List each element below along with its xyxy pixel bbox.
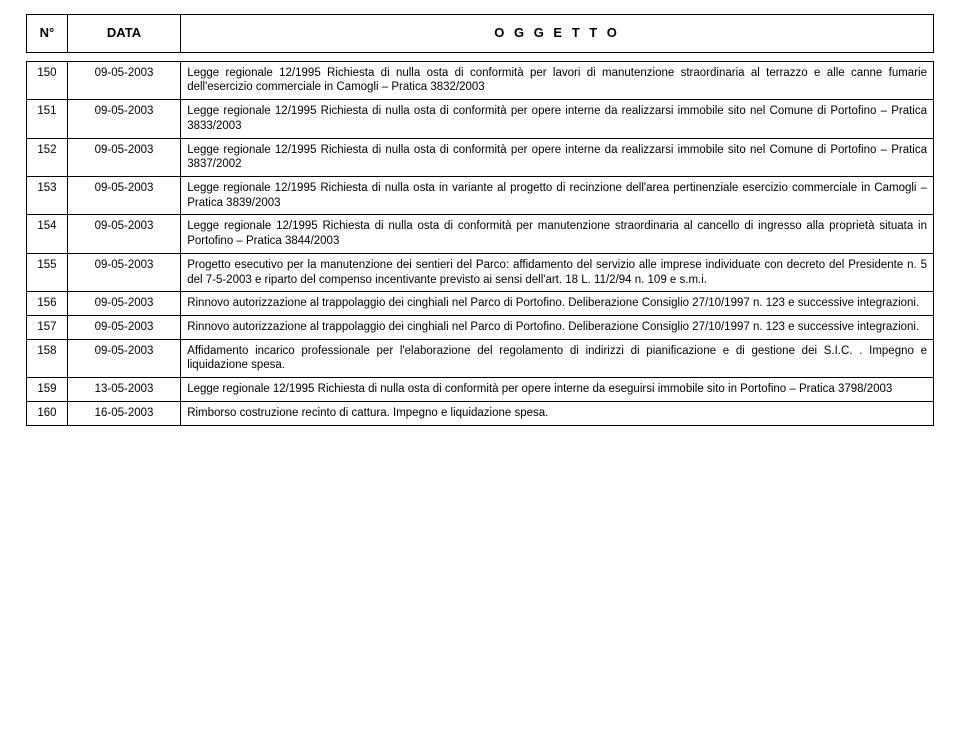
cell-date: 09-05-2003 <box>67 100 180 138</box>
cell-n: 156 <box>27 292 68 316</box>
table-row: 15109-05-2003Legge regionale 12/1995 Ric… <box>27 100 934 138</box>
cell-n: 151 <box>27 100 68 138</box>
cell-desc: Legge regionale 12/1995 Richiesta di nul… <box>181 100 934 138</box>
cell-date: 09-05-2003 <box>67 138 180 176</box>
table-row: 15309-05-2003Legge regionale 12/1995 Ric… <box>27 176 934 214</box>
col-header-oggetto: O G G E T T O <box>181 15 934 53</box>
cell-n: 150 <box>27 61 68 99</box>
cell-date: 09-05-2003 <box>67 292 180 316</box>
cell-desc: Affidamento incarico professionale per l… <box>181 339 934 377</box>
col-header-data: DATA <box>67 15 180 53</box>
cell-date: 09-05-2003 <box>67 176 180 214</box>
records-table: N° DATA O G G E T T O 15009-05-2003Legge… <box>26 14 934 426</box>
cell-n: 157 <box>27 315 68 339</box>
table-row: 15509-05-2003Progetto esecutivo per la m… <box>27 253 934 291</box>
cell-date: 09-05-2003 <box>67 253 180 291</box>
table-header-row: N° DATA O G G E T T O <box>27 15 934 53</box>
table-row: 15709-05-2003Rinnovo autorizzazione al t… <box>27 315 934 339</box>
cell-desc: Legge regionale 12/1995 Richiesta di nul… <box>181 176 934 214</box>
cell-desc: Rimborso costruzione recinto di cattura.… <box>181 401 934 425</box>
table-row: 15409-05-2003Legge regionale 12/1995 Ric… <box>27 215 934 253</box>
cell-desc: Rinnovo autorizzazione al trappolaggio d… <box>181 315 934 339</box>
spacer-row <box>27 52 934 61</box>
cell-n: 152 <box>27 138 68 176</box>
cell-desc: Legge regionale 12/1995 Richiesta di nul… <box>181 138 934 176</box>
cell-date: 09-05-2003 <box>67 61 180 99</box>
cell-date: 13-05-2003 <box>67 378 180 402</box>
table-row: 15809-05-2003Affidamento incarico profes… <box>27 339 934 377</box>
cell-n: 155 <box>27 253 68 291</box>
cell-desc: Legge regionale 12/1995 Richiesta di nul… <box>181 61 934 99</box>
cell-n: 160 <box>27 401 68 425</box>
cell-date: 09-05-2003 <box>67 339 180 377</box>
cell-date: 09-05-2003 <box>67 315 180 339</box>
table-row: 16016-05-2003Rimborso costruzione recint… <box>27 401 934 425</box>
cell-desc: Progetto esecutivo per la manutenzione d… <box>181 253 934 291</box>
cell-n: 158 <box>27 339 68 377</box>
table-row: 15009-05-2003Legge regionale 12/1995 Ric… <box>27 61 934 99</box>
cell-date: 16-05-2003 <box>67 401 180 425</box>
table-row: 15209-05-2003Legge regionale 12/1995 Ric… <box>27 138 934 176</box>
cell-date: 09-05-2003 <box>67 215 180 253</box>
cell-desc: Legge regionale 12/1995 Richiesta di nul… <box>181 215 934 253</box>
cell-n: 154 <box>27 215 68 253</box>
cell-n: 153 <box>27 176 68 214</box>
cell-n: 159 <box>27 378 68 402</box>
cell-desc: Legge regionale 12/1995 Richiesta di nul… <box>181 378 934 402</box>
col-header-n: N° <box>27 15 68 53</box>
document-page: { "table": { "headers": { "n": "N°", "da… <box>0 0 960 750</box>
cell-desc: Rinnovo autorizzazione al trappolaggio d… <box>181 292 934 316</box>
table-body: 15009-05-2003Legge regionale 12/1995 Ric… <box>27 52 934 425</box>
table-row: 15913-05-2003Legge regionale 12/1995 Ric… <box>27 378 934 402</box>
table-row: 15609-05-2003Rinnovo autorizzazione al t… <box>27 292 934 316</box>
